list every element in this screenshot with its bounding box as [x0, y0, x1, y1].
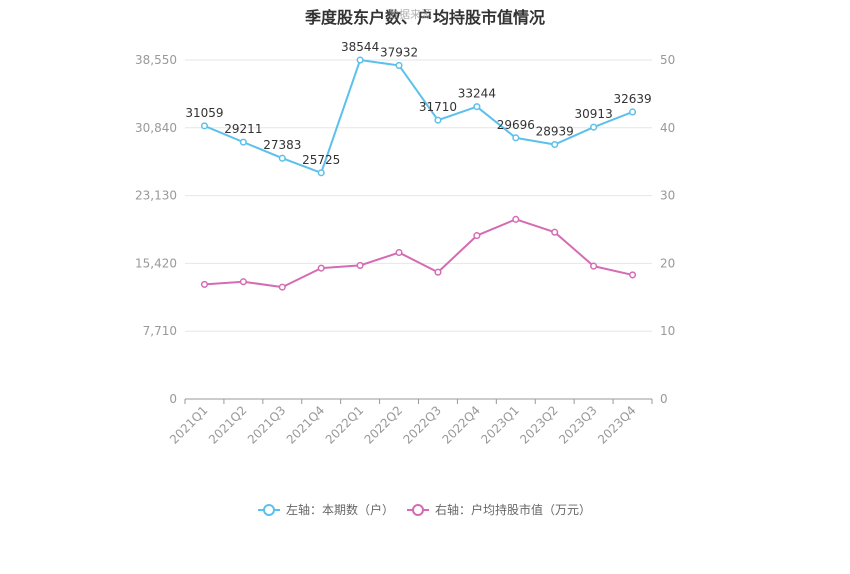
series-line-2 [204, 218, 633, 289]
series-line-1 [204, 59, 633, 174]
data-label: 29211 [224, 122, 262, 136]
x-tick-label: 2022Q1 [323, 403, 367, 447]
x-tick-label: 2022Q4 [439, 403, 483, 447]
data-point [356, 56, 364, 64]
data-point [356, 261, 364, 269]
y-left-tick-label: 15,420 [135, 256, 177, 270]
x-tick-label: 2021Q1 [167, 403, 211, 447]
x-tick-label: 2021Q3 [245, 403, 289, 447]
data-point [395, 61, 403, 69]
y-right-tick-label: 0 [660, 392, 668, 406]
data-point [512, 134, 520, 142]
data-point [590, 262, 598, 270]
y-left-tick-label: 7,710 [143, 324, 177, 338]
legend-swatch-marker [263, 504, 275, 516]
data-point [512, 215, 520, 223]
x-tick-label: 2023Q3 [556, 403, 600, 447]
x-tick-label: 2023Q1 [478, 403, 522, 447]
data-point [278, 154, 286, 162]
data-label: 27383 [263, 138, 301, 152]
x-tick-label: 2022Q2 [362, 403, 406, 447]
data-label: 25725 [302, 153, 340, 167]
x-tick-label: 2021Q4 [284, 403, 328, 447]
data-point [239, 138, 247, 146]
data-label: 29696 [497, 118, 535, 132]
data-point [200, 122, 209, 130]
data-point [317, 264, 325, 272]
y-left-tick-label: 38,550 [135, 53, 177, 67]
watermark: 数据来源 [388, 8, 432, 21]
data-label: 28939 [536, 125, 574, 139]
data-point [317, 169, 325, 177]
data-point [590, 123, 598, 131]
y-left-tick-label: 23,130 [135, 189, 177, 203]
data-point [551, 228, 559, 236]
legend-label: 左轴：本期数（户） [286, 502, 394, 517]
data-point [473, 232, 481, 240]
data-point [628, 271, 637, 279]
y-right-tick-label: 50 [660, 53, 675, 67]
data-point [434, 268, 442, 276]
y-left-tick-label: 0 [169, 392, 177, 406]
data-label: 33244 [458, 87, 496, 101]
chart-title: 季度股东户数、户均持股市值情况 [304, 8, 545, 27]
data-point [239, 278, 247, 286]
data-label: 31710 [419, 100, 457, 114]
data-label: 38544 [341, 40, 379, 54]
data-point [628, 108, 637, 116]
data-label: 37932 [380, 45, 418, 59]
data-point [278, 283, 286, 291]
y-right-tick-label: 20 [660, 256, 675, 270]
data-point [200, 280, 209, 288]
data-label: 30913 [575, 107, 613, 121]
y-right-tick-label: 30 [660, 189, 675, 203]
legend-label: 右轴：户均持股市值（万元） [435, 502, 591, 517]
y-left-tick-label: 30,840 [135, 121, 177, 135]
x-tick-label: 2023Q4 [595, 403, 639, 447]
data-point [551, 140, 559, 149]
data-point [434, 116, 442, 124]
x-tick-label: 2023Q2 [517, 403, 561, 447]
data-label: 32639 [613, 92, 651, 106]
data-label: 31059 [185, 106, 223, 120]
data-point [473, 103, 481, 111]
y-right-tick-label: 40 [660, 121, 675, 135]
x-tick-label: 2021Q2 [206, 403, 250, 447]
legend-swatch-marker [412, 504, 424, 516]
x-tick-label: 2022Q3 [401, 403, 445, 447]
data-point [395, 249, 403, 257]
y-right-tick-label: 10 [660, 324, 675, 338]
